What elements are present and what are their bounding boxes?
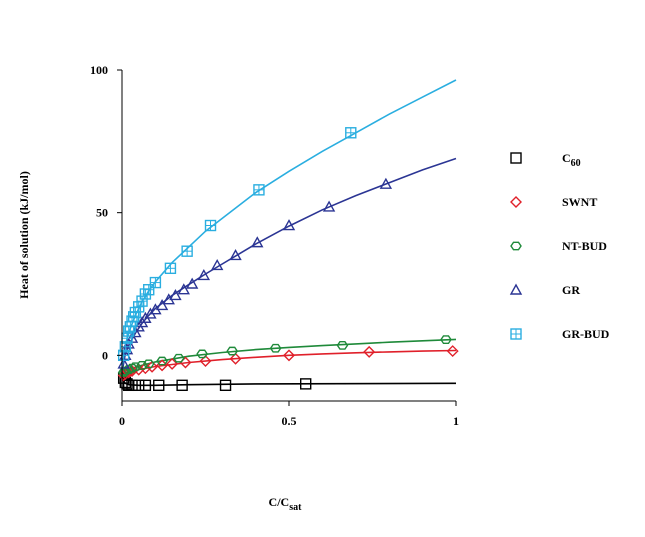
data-point-swnt xyxy=(446,345,459,358)
data-point-swnt xyxy=(132,363,145,376)
data-point-swnt xyxy=(166,357,179,370)
legend-marker-c xyxy=(510,152,522,164)
legend-item-swnt: SWNT xyxy=(510,195,597,209)
data-point-gr xyxy=(177,283,190,295)
data-point-gr xyxy=(169,288,182,301)
data-point-nt-bud xyxy=(336,340,349,350)
legend-label-gr-bud: GR-BUD xyxy=(562,327,610,341)
series-line-gr-bud xyxy=(121,79,457,367)
legend-item-c: C60 xyxy=(510,151,581,169)
legend-label-sub: 60 xyxy=(571,158,581,169)
data-point-nt-bud xyxy=(172,353,185,363)
legend-label-main: C xyxy=(562,151,571,165)
data-point-gr-bud xyxy=(164,262,177,275)
data-point-c xyxy=(126,379,138,392)
y-tick-label: 50 xyxy=(96,206,108,220)
y-tick-label: 100 xyxy=(90,63,108,77)
data-point-nt-bud xyxy=(226,346,239,356)
data-point-nt-bud xyxy=(142,359,155,369)
data-point-gr xyxy=(282,219,296,231)
y-axis-title: Heat of solution (kJ/mol) xyxy=(17,171,31,299)
data-point-swnt xyxy=(139,362,152,375)
legend-label-gr: GR xyxy=(562,283,580,297)
data-point-gr-bud xyxy=(143,284,155,296)
series-line-gr xyxy=(121,157,457,373)
data-point-c xyxy=(119,376,132,389)
x-axis-title-main: C/C xyxy=(269,495,290,509)
legend-item-gr: GR xyxy=(509,283,580,297)
y-tick-label: 0 xyxy=(102,348,108,362)
series-line-swnt xyxy=(121,349,457,382)
data-point-gr xyxy=(197,269,211,281)
data-point-gr xyxy=(322,200,336,212)
data-point-c xyxy=(176,379,188,392)
data-point-c xyxy=(139,379,152,392)
x-tick-label: 0 xyxy=(119,414,125,428)
data-point-c xyxy=(300,378,312,390)
data-point-swnt xyxy=(122,366,135,379)
data-point-swnt xyxy=(283,349,295,362)
data-point-gr xyxy=(185,277,199,289)
legend-item-nt-bud: NT-BUD xyxy=(510,239,607,253)
x-axis-title-sub: sat xyxy=(289,502,302,513)
legend-label-main: GR xyxy=(562,283,580,297)
legend-label-nt-bud: NT-BUD xyxy=(562,239,607,253)
data-point-gr xyxy=(155,298,169,311)
data-point-nt-bud xyxy=(269,343,282,353)
data-point-gr xyxy=(120,343,134,355)
series-curves xyxy=(121,79,457,387)
data-point-c xyxy=(153,379,165,392)
data-point-gr-bud xyxy=(149,276,162,289)
data-point-gr xyxy=(379,177,393,189)
legend-label-main: SWNT xyxy=(562,195,597,209)
data-point-gr-bud xyxy=(132,301,145,313)
data-point-gr xyxy=(211,259,224,271)
data-point-gr-bud xyxy=(345,127,357,139)
legend-label-main: NT-BUD xyxy=(562,239,607,253)
data-point-gr-bud xyxy=(181,245,193,257)
data-point-nt-bud xyxy=(117,368,130,377)
legend-marker-nt-bud xyxy=(510,241,522,251)
data-point-swnt xyxy=(199,355,212,368)
series-line-c xyxy=(121,375,457,387)
data-point-gr-bud xyxy=(253,184,265,196)
x-tick-label: 1 xyxy=(453,414,459,428)
legend-marker-gr-bud xyxy=(510,328,522,340)
data-point-nt-bud xyxy=(440,335,452,345)
data-point-gr xyxy=(117,357,130,369)
data-point-nt-bud xyxy=(196,349,209,359)
data-point-gr xyxy=(251,236,264,248)
data-point-nt-bud xyxy=(156,356,168,366)
legend-label-main: GR-BUD xyxy=(562,327,610,341)
legend-label-swnt: SWNT xyxy=(562,195,597,209)
legend-label-c: C60 xyxy=(562,151,581,169)
data-point-gr-bud xyxy=(204,219,217,232)
data-point-gr-bud xyxy=(129,306,142,319)
legend-marker-swnt xyxy=(510,196,522,208)
x-tick-label: 0.5 xyxy=(282,414,297,428)
data-point-c xyxy=(132,379,145,392)
data-point-swnt xyxy=(229,352,242,365)
series-line-nt-bud xyxy=(121,338,457,379)
x-axis-title: C/Csat xyxy=(269,495,303,513)
legend-item-gr-bud: GR-BUD xyxy=(510,327,610,341)
ticks: 0 50 100 0 0.5 1 xyxy=(90,63,459,428)
data-point-gr-bud xyxy=(136,295,148,307)
legend-marker-gr xyxy=(509,283,523,295)
data-point-swnt xyxy=(146,360,159,373)
data-point-gr xyxy=(229,249,242,261)
data-point-c xyxy=(219,379,232,392)
legend: C60 SWNT NT-BUD GR GR-BUD xyxy=(509,151,610,341)
data-point-swnt xyxy=(363,345,376,358)
